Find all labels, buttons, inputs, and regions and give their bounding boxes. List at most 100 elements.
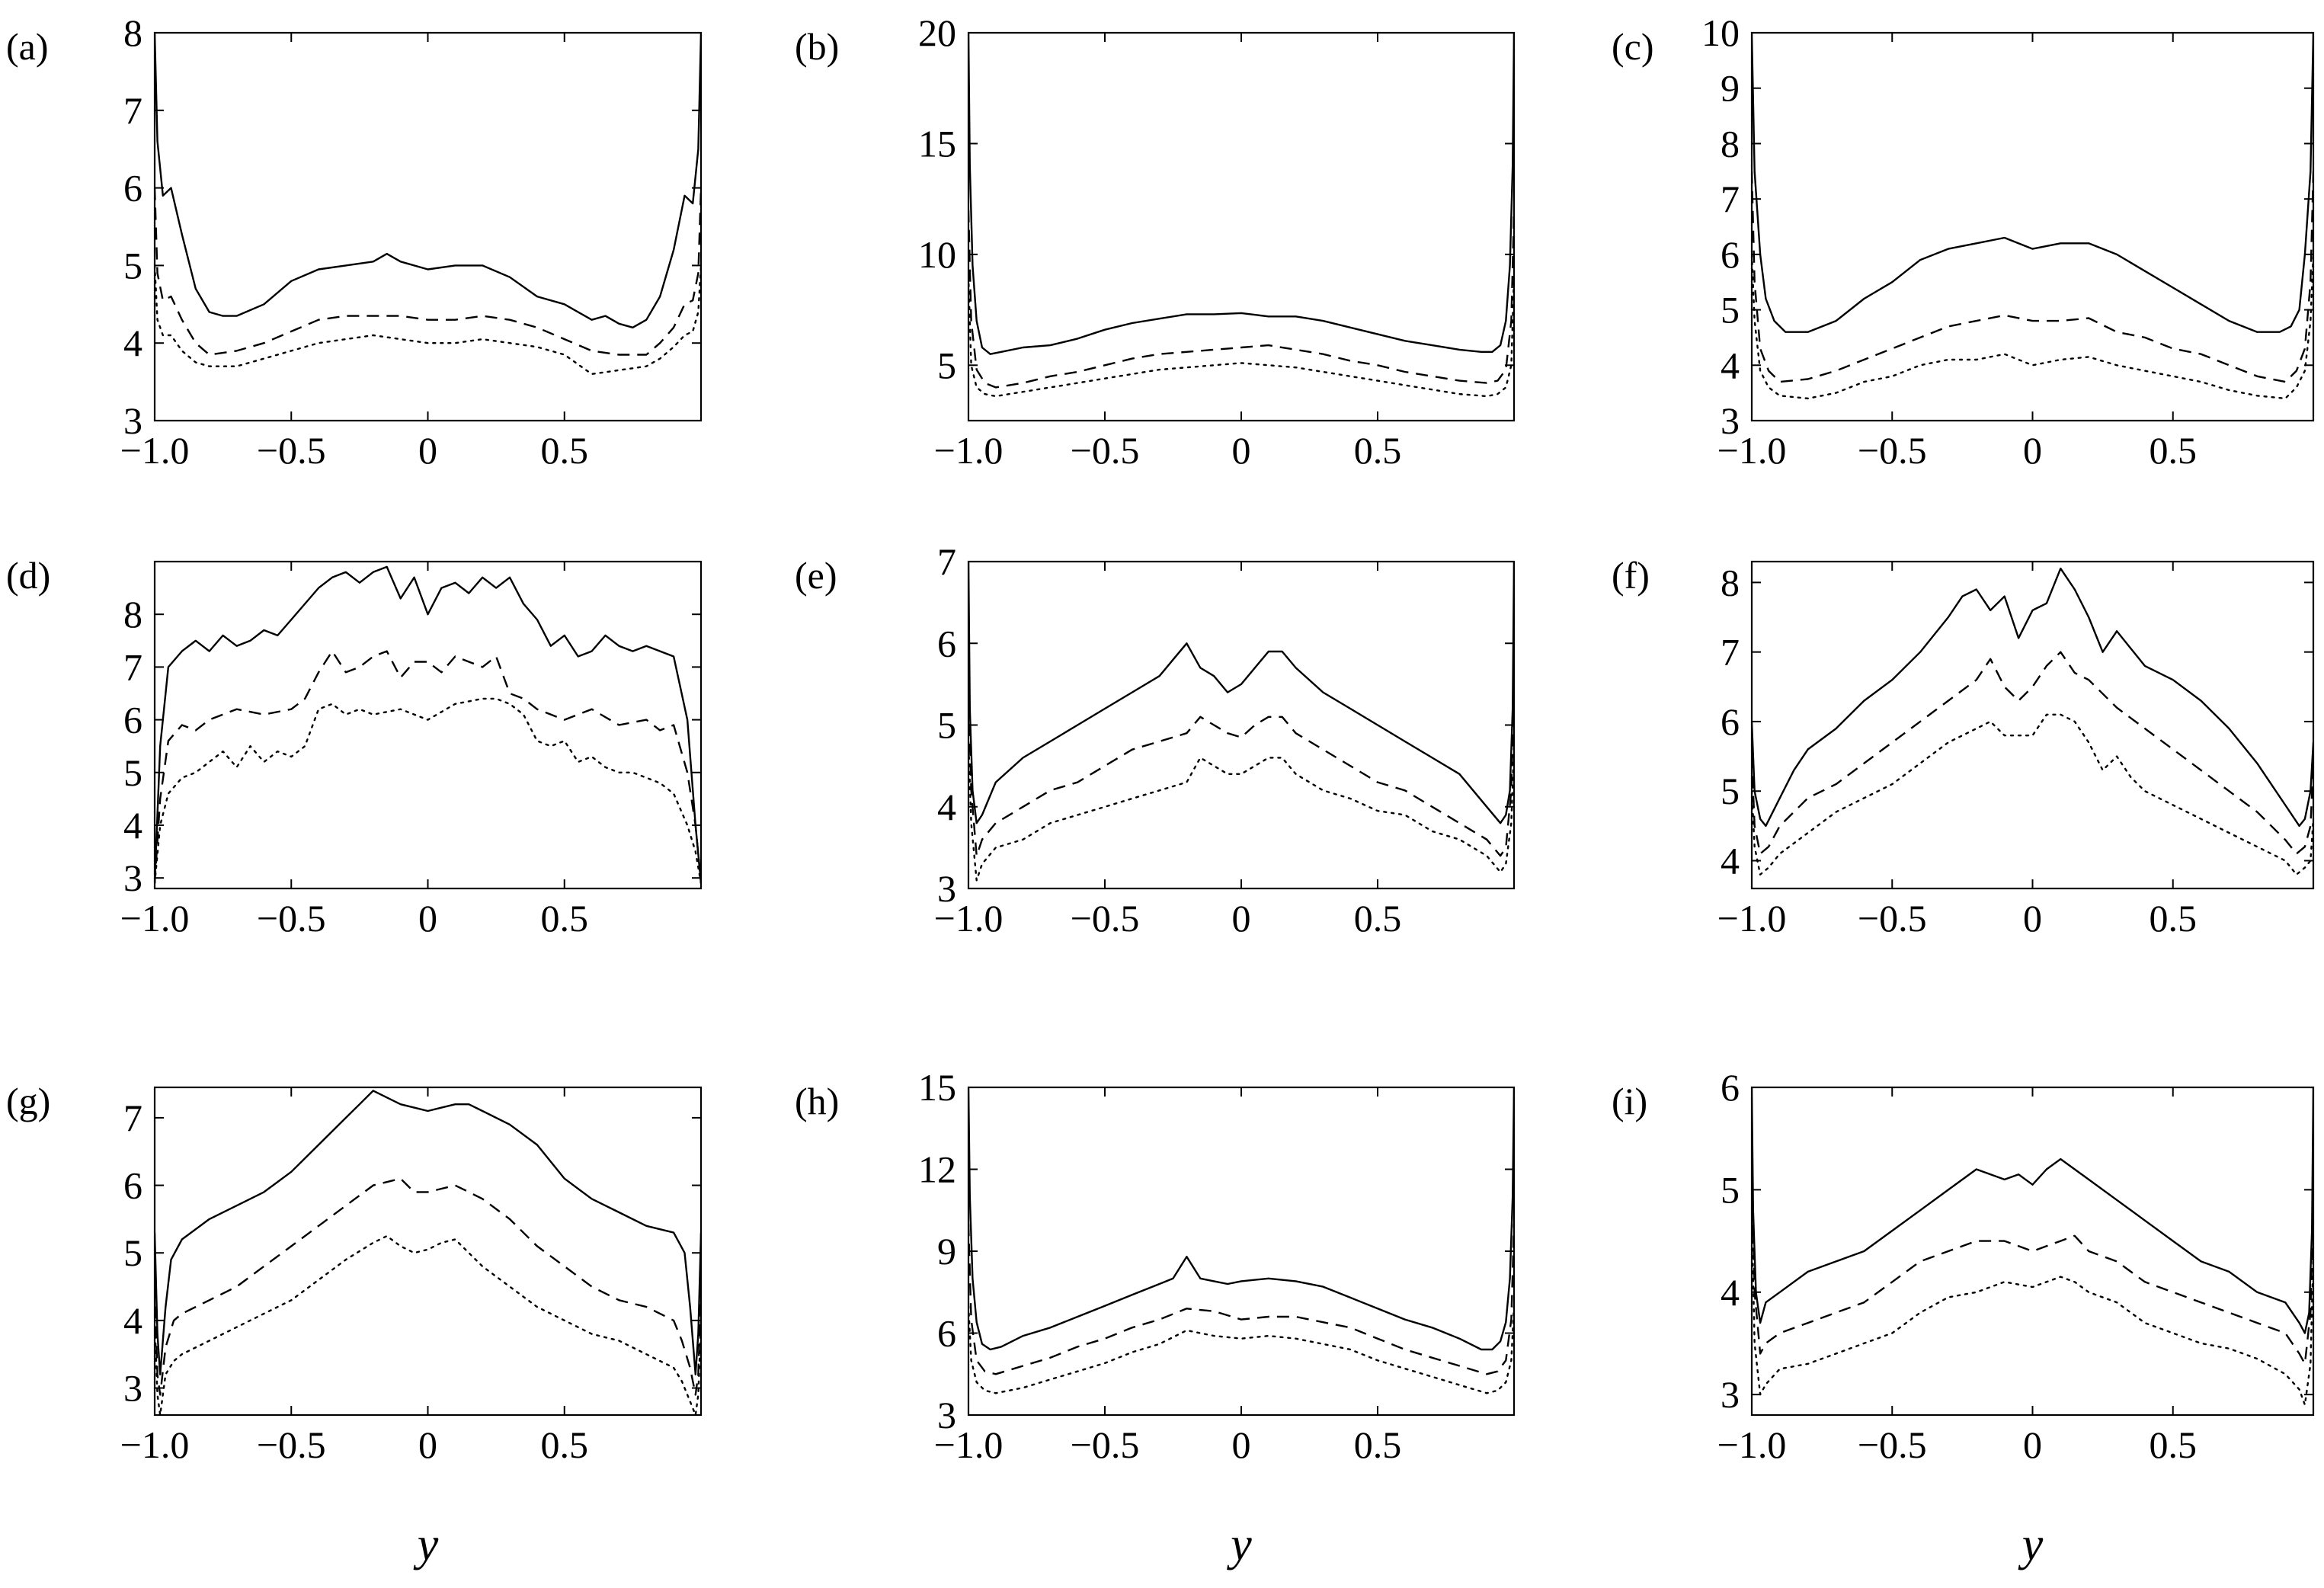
panel-g: (g) 3 4 5 6 7 −1.0 −0.5 0 0.5 y: [6, 1080, 703, 1570]
y-tick-label: 4: [123, 804, 142, 847]
y-tick-label: 4: [123, 1299, 142, 1342]
plot-frame: [967, 560, 1516, 890]
panel-b: (b) 5 10 15 20 −1.0 −0.5 0 0.5: [795, 11, 1516, 472]
series-line-solid: [1752, 1087, 2313, 1334]
series-line-dotted: [1752, 713, 2313, 876]
x-tick-label: −0.5: [257, 1423, 326, 1466]
y-tick-label: 6: [1721, 700, 1740, 743]
y-tick-label: 8: [1721, 561, 1740, 604]
x-tick-label: 0.5: [2150, 897, 2198, 940]
series-line-solid: [155, 1090, 701, 1375]
y-tick-label: 6: [123, 699, 142, 741]
panel-h: (h) 3 6 9 12 15 −1.0 −0.5 0 0.5 y: [795, 1066, 1516, 1570]
series-line-dotted: [1752, 1209, 2313, 1406]
plot-frame: [1750, 1086, 2315, 1417]
y-tick-label: 5: [937, 704, 956, 747]
x-tick-label: −1.0: [120, 897, 190, 940]
x-tick-label: −0.5: [1071, 1423, 1140, 1466]
x-tick-label: 0.5: [1354, 1423, 1402, 1466]
series-line-dashed: [155, 187, 701, 356]
panels-group: (a) 3 4 5 6 7 8 −1.0 −0.5 0 0.5 (b) 5 10 15 20 −1.0 −0.5 0…: [6, 11, 2315, 1570]
y-tick-label: 15: [918, 1066, 956, 1109]
series-line-solid: [1752, 567, 2313, 828]
x-tick-label: −1.0: [934, 1423, 1004, 1466]
y-tick-label: 3: [123, 1367, 142, 1410]
y-tick-label: 6: [123, 167, 142, 210]
series-line-dashed: [968, 684, 1514, 857]
panel-i: (i) 3 4 5 6 −1.0 −0.5 0 0.5 y: [1612, 1066, 2315, 1570]
y-tick-label: 20: [918, 11, 956, 54]
x-tick-label: 0: [2023, 1423, 2042, 1466]
y-tick-label: 4: [1721, 344, 1740, 386]
series-line-dotted: [155, 697, 701, 885]
panel-e: (e) 3 4 5 6 7 −1.0 −0.5 0 0.5: [795, 540, 1516, 940]
x-tick-label: 0: [1232, 1423, 1251, 1466]
y-tick-label: 9: [937, 1230, 956, 1273]
series-group: [155, 1090, 701, 1415]
panel-label: (i): [1612, 1080, 1647, 1122]
series-line-dashed: [1752, 171, 2313, 383]
y-tick-label: 6: [123, 1164, 142, 1207]
x-tick-label: −0.5: [257, 897, 326, 940]
plot-frame: [153, 1086, 703, 1417]
y-tick-label: 6: [1721, 1066, 1740, 1109]
y-tick-label: 3: [1721, 1373, 1740, 1416]
x-tick-label: −0.5: [1858, 429, 1927, 472]
x-tick-label: 0.5: [1354, 429, 1402, 472]
y-tick-label: 8: [123, 11, 142, 54]
y-tick-label: 4: [1721, 1271, 1740, 1314]
series-line-dotted: [155, 264, 701, 376]
panel-label: (b): [795, 25, 839, 68]
series-line-dotted: [1752, 253, 2313, 400]
panel-label: (f): [1612, 554, 1650, 597]
series-group: [1752, 33, 2313, 400]
series-line-solid: [968, 1087, 1514, 1351]
x-tick-label: 0: [418, 429, 437, 472]
series-group: [968, 1087, 1514, 1394]
y-tick-label: 15: [918, 122, 956, 165]
series-group: [155, 33, 701, 376]
series-line-dashed: [155, 650, 701, 884]
y-tick-label: 6: [937, 1312, 956, 1355]
x-tick-label: −0.5: [1071, 429, 1140, 472]
y-tick-label: 4: [937, 786, 956, 828]
series-group: [155, 565, 701, 885]
x-tick-label: −0.5: [257, 429, 326, 472]
y-tick-label: 10: [918, 233, 956, 276]
series-line-dashed: [1752, 1148, 2313, 1365]
series-line-dotted: [968, 1305, 1514, 1394]
series-line-solid: [1752, 33, 2313, 333]
x-tick-label: −1.0: [1717, 429, 1787, 472]
series-line-dashed: [155, 1177, 701, 1396]
y-tick-label: 6: [937, 622, 956, 664]
y-tick-label: 6: [1721, 233, 1740, 276]
panel-f: (f) 4 5 6 7 8 −1.0 −0.5 0 0.5: [1612, 554, 2315, 940]
x-tick-label: −0.5: [1858, 1423, 1927, 1466]
plot-frame: [153, 31, 703, 422]
panel-label: (c): [1612, 25, 1654, 68]
y-tick-label: 5: [937, 344, 956, 386]
y-tick-label: 5: [123, 1231, 142, 1274]
y-tick-label: 3: [937, 867, 956, 910]
y-tick-label: 7: [1721, 178, 1740, 220]
series-line-dashed: [1752, 651, 2313, 855]
series-group: [1752, 567, 2313, 876]
series-line-solid: [155, 565, 701, 884]
y-tick-label: 7: [123, 1097, 142, 1139]
panel-label: (a): [6, 25, 49, 68]
y-tick-label: 5: [1721, 289, 1740, 331]
x-tick-label: 0: [2023, 429, 2042, 472]
x-tick-label: 0.5: [541, 429, 589, 472]
x-tick-label: 0.5: [541, 1423, 589, 1466]
series-line-dotted: [155, 1234, 701, 1415]
panel-label: (d): [6, 554, 50, 597]
series-line-dashed: [968, 1224, 1514, 1375]
panel-label: (h): [795, 1080, 839, 1122]
series-line-solid: [968, 562, 1514, 824]
y-tick-label: 4: [123, 322, 142, 364]
series-line-dotted: [968, 275, 1514, 398]
y-tick-label: 8: [123, 593, 142, 636]
y-tick-label: 10: [1701, 11, 1740, 54]
x-axis-title: y: [1226, 1519, 1252, 1570]
series-group: [968, 562, 1514, 882]
